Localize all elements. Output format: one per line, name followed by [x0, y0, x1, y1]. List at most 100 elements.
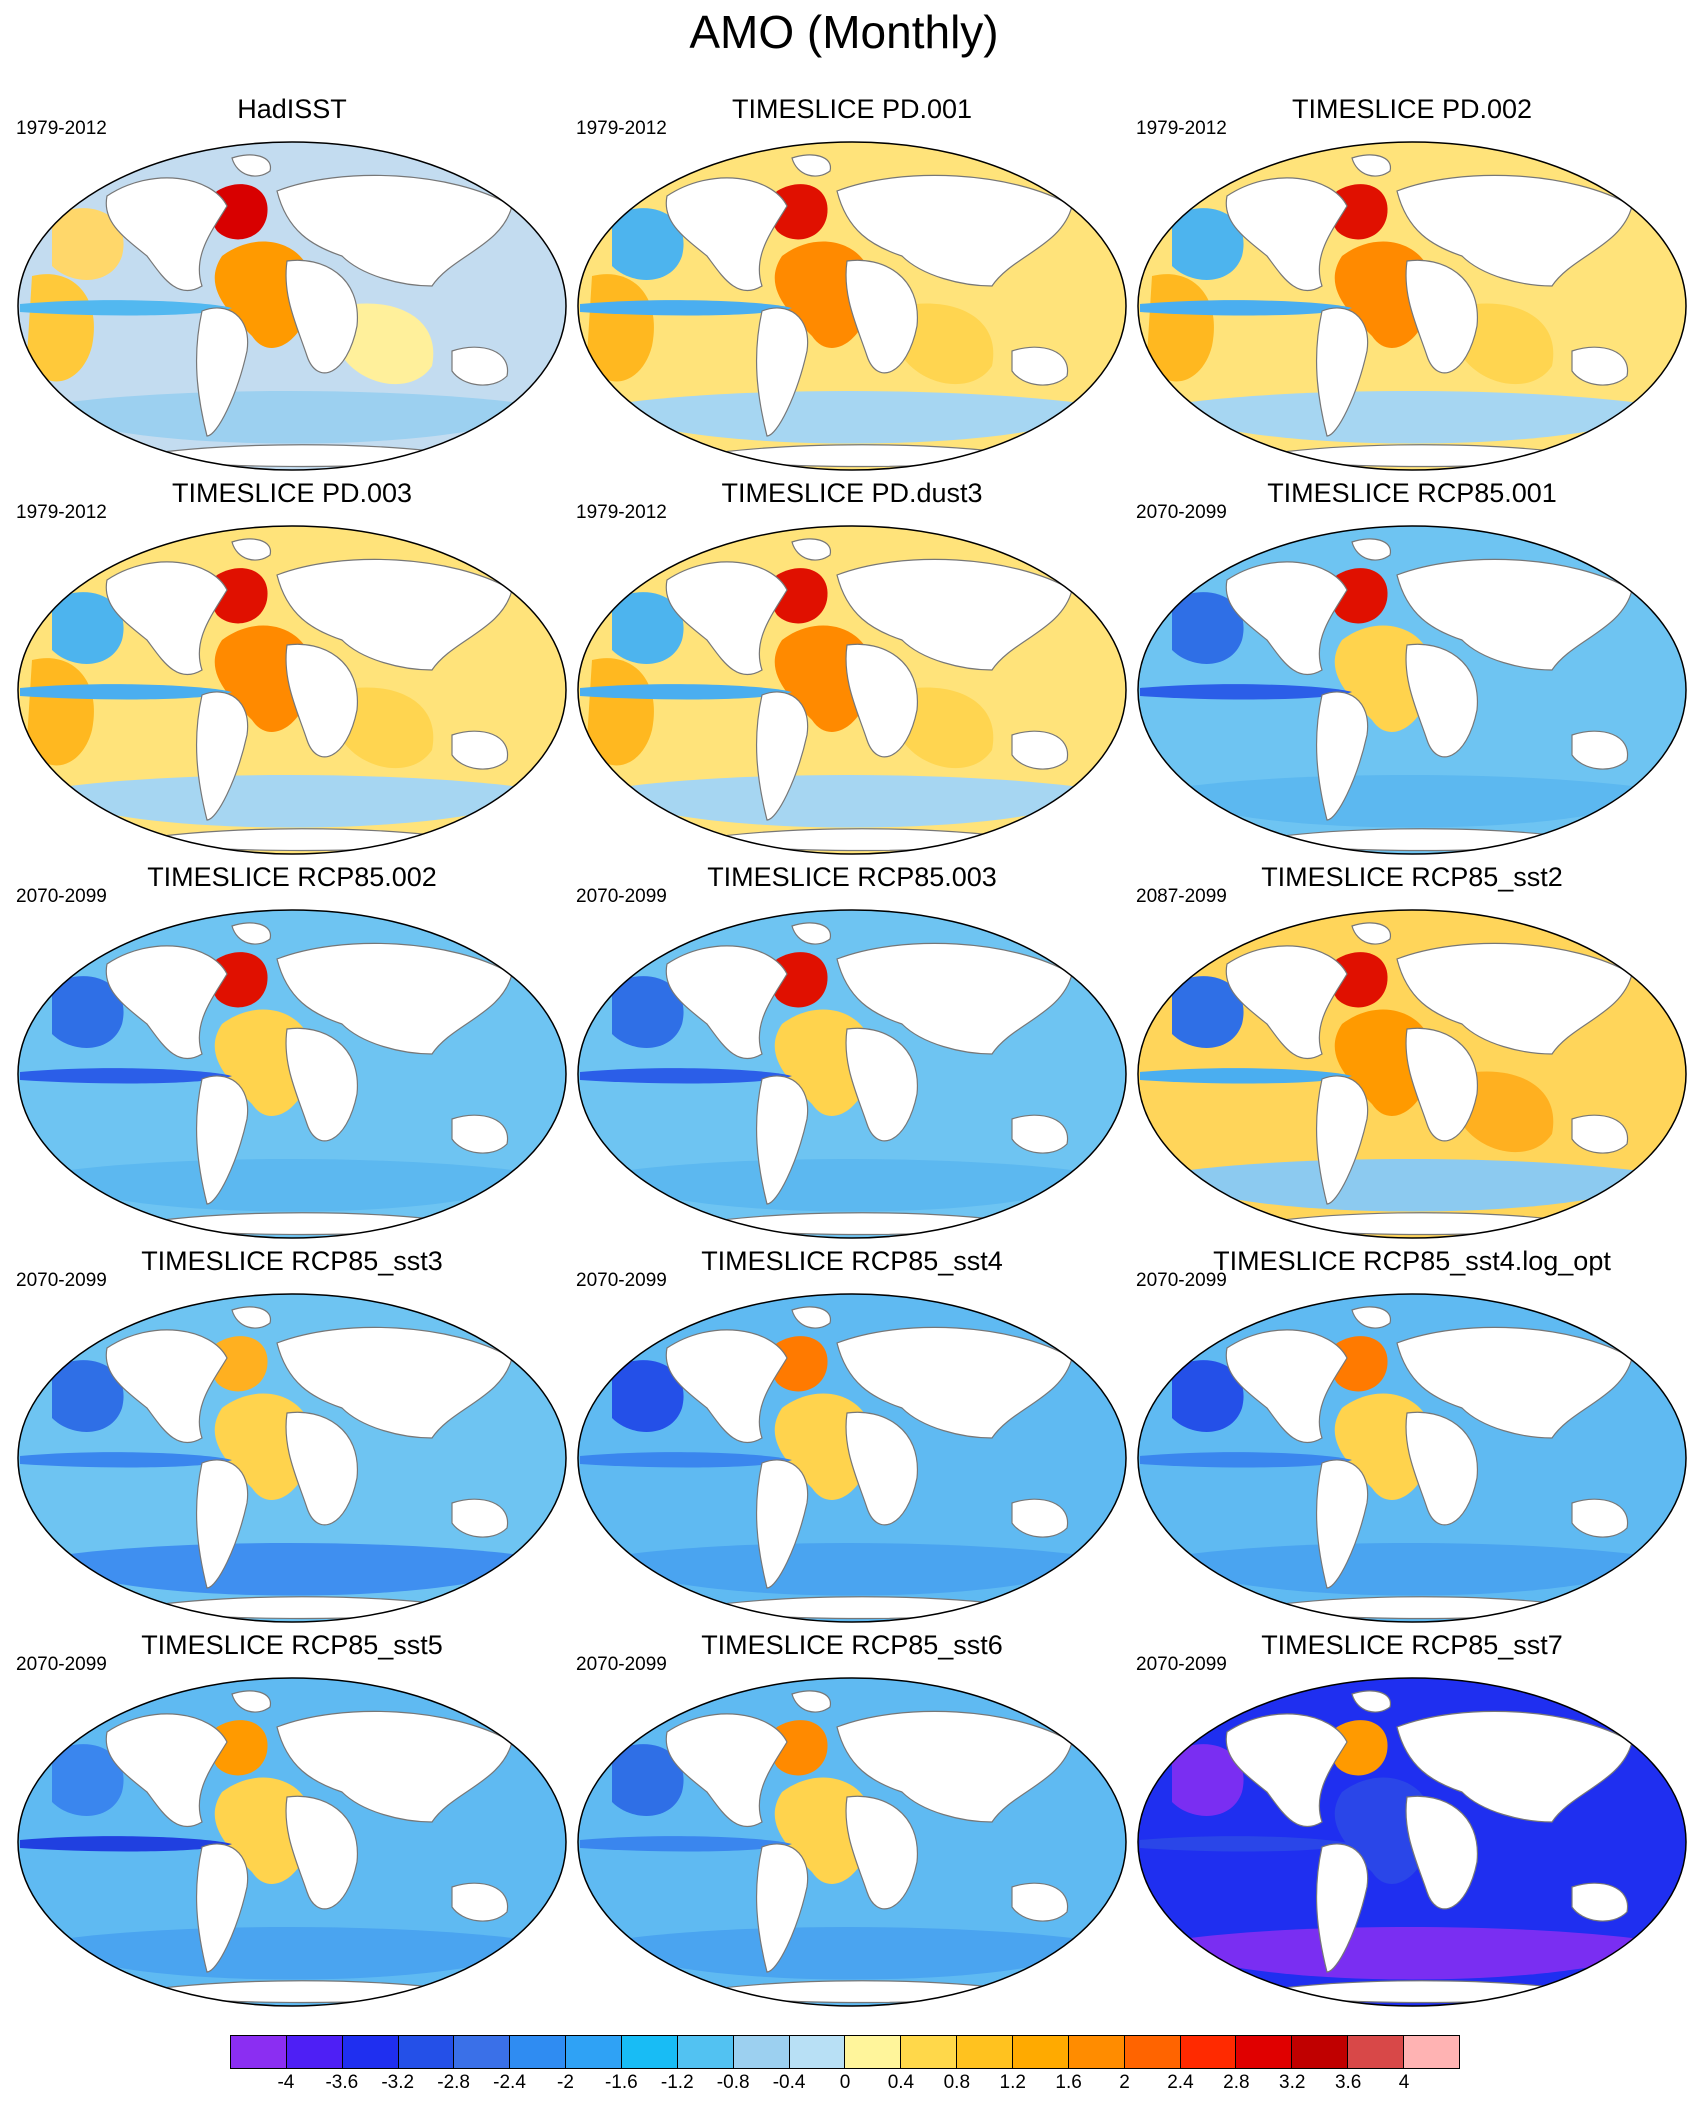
- panel-title: TIMESLICE RCP85_sst4: [701, 1246, 1003, 1276]
- panel-period: 2070-2099: [16, 886, 107, 907]
- world-map: [1137, 141, 1687, 471]
- panel-title: TIMESLICE RCP85_sst3: [141, 1246, 443, 1276]
- panel-title: TIMESLICE RCP85_sst5: [141, 1630, 443, 1660]
- world-map: [17, 525, 567, 855]
- colorbar-tick-label: 1.6: [1055, 2072, 1082, 2093]
- land-mass: [836, 1710, 1073, 1823]
- panel-period: 2070-2099: [1136, 502, 1227, 523]
- map-panel: TIMESLICE RCP85_sst7 2070-2099: [1132, 1628, 1688, 2012]
- land-mass: [665, 561, 788, 676]
- land-mass: [755, 691, 809, 821]
- land-mass: [105, 177, 228, 292]
- land-mass: [231, 1690, 271, 1713]
- land-mass: [1351, 154, 1391, 177]
- colorbar-tick-label: -0.4: [772, 2072, 806, 2093]
- colorbar-tick-label: -2: [557, 2072, 574, 2093]
- land-mass: [1351, 1690, 1391, 1713]
- land-mass: [285, 1411, 358, 1526]
- anomaly-region-eqpac: [1140, 684, 1352, 700]
- land-mass: [791, 1690, 831, 1713]
- panel-period: 1979-2012: [16, 118, 107, 139]
- anomaly-region-eqpac: [580, 1836, 792, 1852]
- anomaly-region-ind: [342, 303, 434, 385]
- colorbar-tick-label: 3.2: [1279, 2072, 1306, 2093]
- land-mass: [845, 643, 918, 758]
- land-mass: [665, 1329, 788, 1444]
- anomaly-region-eqpac: [1140, 1452, 1352, 1468]
- anomaly-region-natl: [769, 568, 828, 624]
- land-mass: [836, 942, 1073, 1055]
- anomaly-region-south: [42, 775, 542, 828]
- colorbar-swatch: [901, 2036, 958, 2068]
- map-border: [577, 141, 1127, 471]
- anomaly-region-ind: [1462, 1071, 1554, 1153]
- anomaly-region-pac_w: [1172, 976, 1244, 1048]
- land-mass: [195, 1843, 249, 1973]
- land-mass: [791, 538, 831, 561]
- anomaly-region-natl: [1329, 1336, 1388, 1392]
- anomaly-region-pac_w: [612, 1360, 684, 1432]
- anomaly-region-natl: [1329, 1720, 1388, 1776]
- land-mass: [1011, 1498, 1069, 1538]
- anomaly-region-south: [1162, 1543, 1662, 1596]
- anomaly-region-eqpac: [20, 1452, 232, 1468]
- map-border: [1137, 525, 1687, 855]
- map-border: [577, 1677, 1127, 2007]
- world-map: [1137, 525, 1687, 855]
- anomaly-region-south: [602, 391, 1102, 444]
- land-mass: [1405, 1795, 1478, 1910]
- map-border: [17, 909, 567, 1239]
- colorbar-swatch: [845, 2036, 902, 2068]
- anomaly-region-eqpac: [580, 1068, 792, 1084]
- anomaly-region-pac_w: [1172, 208, 1244, 280]
- map-panel: TIMESLICE RCP85_sst6 2070-2099: [572, 1628, 1132, 2012]
- colorbar-tick-label: 1.2: [999, 2072, 1026, 2093]
- panel-title: TIMESLICE PD.dust3: [721, 478, 983, 508]
- anomaly-region-pac_w: [52, 976, 124, 1048]
- land-mass: [791, 1306, 831, 1329]
- panel-title: TIMESLICE RCP85_sst6: [701, 1630, 1003, 1660]
- map-border: [1137, 141, 1687, 471]
- land-mass: [836, 174, 1073, 287]
- map-border: [17, 525, 567, 855]
- anomaly-region-eqpac: [20, 300, 232, 316]
- land-mass: [791, 922, 831, 945]
- map-panel: TIMESLICE PD.003 1979-2012: [12, 476, 572, 860]
- land-mass: [276, 174, 513, 287]
- colorbar-swatch: [1348, 2036, 1405, 2068]
- land-mass: [1571, 1882, 1629, 1922]
- land-mass: [1405, 1027, 1478, 1142]
- anomaly-region-eqpac: [580, 1452, 792, 1468]
- panel-title: TIMESLICE RCP85_sst7: [1261, 1630, 1563, 1660]
- panel-title: TIMESLICE PD.002: [1291, 94, 1533, 124]
- anomaly-region-south: [602, 1927, 1102, 1980]
- land-mass: [1405, 1411, 1478, 1526]
- land-mass: [1011, 1114, 1069, 1154]
- anomaly-region-south: [602, 775, 1102, 828]
- colorbar-swatch: [1292, 2036, 1349, 2068]
- anomaly-region-eqpac: [1140, 300, 1352, 316]
- panel-period: 1979-2012: [576, 118, 667, 139]
- anomaly-region-pac_w: [1172, 592, 1244, 664]
- colorbar-swatch: [398, 2036, 455, 2068]
- land-mass: [195, 691, 249, 821]
- map-border: [17, 1677, 567, 2007]
- land-mass: [836, 558, 1073, 671]
- land-mass: [755, 1075, 809, 1205]
- world-map: [17, 909, 567, 1239]
- colorbar-swatch: [789, 2036, 846, 2068]
- land-mass: [845, 259, 918, 374]
- colorbar-tick-label: 3.6: [1334, 2072, 1362, 2093]
- panel-period: 2070-2099: [1136, 1270, 1227, 1291]
- panel-period: 2070-2099: [576, 1654, 667, 1675]
- anomaly-region-pac_w: [52, 1360, 124, 1432]
- land-mass: [1396, 942, 1633, 1055]
- map-border: [577, 909, 1127, 1239]
- anomaly-region-pac_w: [1172, 1744, 1244, 1816]
- land-mass: [1315, 691, 1369, 821]
- land-mass: [665, 177, 788, 292]
- anomaly-region-eqpac: [20, 684, 232, 700]
- world-map: [577, 141, 1127, 471]
- anomaly-region-south: [602, 1159, 1102, 1212]
- colorbar-tick-label: 0.4: [887, 2072, 915, 2093]
